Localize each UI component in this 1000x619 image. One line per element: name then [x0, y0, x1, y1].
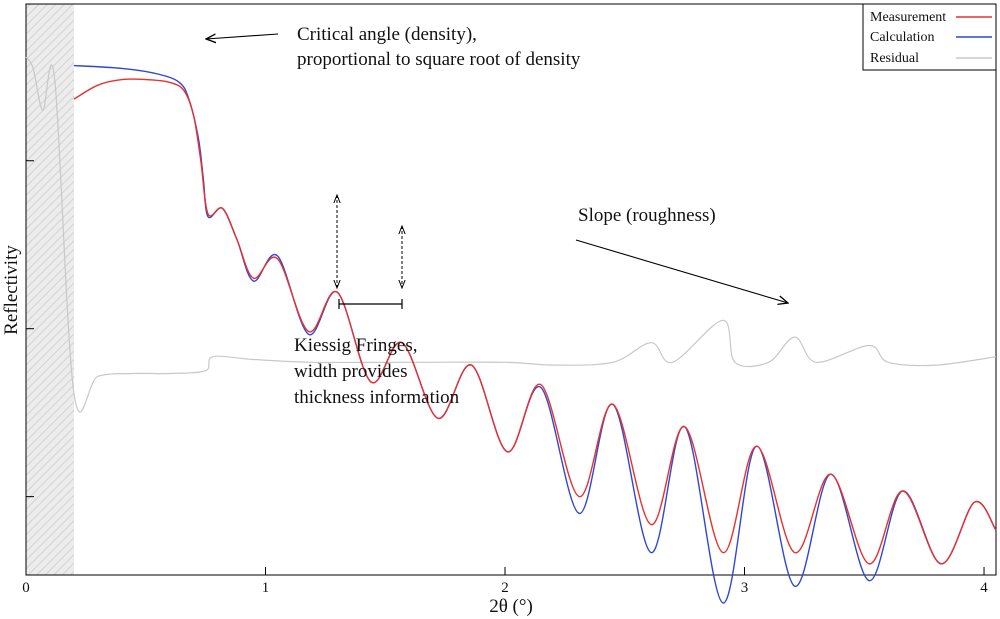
annotation-kiessig-line2: width provides [294, 361, 407, 382]
legend-residual-label: Residual [870, 51, 919, 66]
slope-arrow [575, 239, 788, 303]
series-line-calculation [73, 64, 997, 604]
legend: Measurement Calculation Residual [862, 3, 997, 71]
annotation-critical-angle-line1: Critical angle (density), [297, 24, 477, 45]
annotation-kiessig-line3: thickness information [294, 387, 460, 408]
critical-angle-arrow [206, 34, 279, 39]
x-axis-ticks: 0 1 2 3 4 [22, 567, 988, 596]
y-axis-ticks [26, 160, 34, 498]
legend-calculation-label: Calculation [870, 30, 935, 45]
series-line-residual [25, 56, 997, 413]
x-tick-label-3: 3 [741, 580, 749, 596]
x-tick-label-4: 4 [980, 580, 988, 596]
series-line-measurement [73, 78, 997, 565]
legend-measurement-label: Measurement [870, 10, 946, 25]
x-tick-label-2: 2 [501, 580, 509, 596]
x-tick-label-1: 1 [262, 580, 270, 596]
annotation-slope: Slope (roughness) [578, 205, 716, 226]
y-axis-label: Reflectivity [1, 245, 22, 335]
annotation-critical-angle-line2: proportional to square root of density [297, 49, 581, 70]
series-layer [25, 56, 997, 604]
x-tick-label-0: 0 [22, 580, 30, 596]
annotation-kiessig-line1: Kiessig Fringes, [294, 335, 418, 356]
plot-frame [25, 3, 997, 576]
x-axis-label: 2θ (°) [489, 596, 533, 617]
